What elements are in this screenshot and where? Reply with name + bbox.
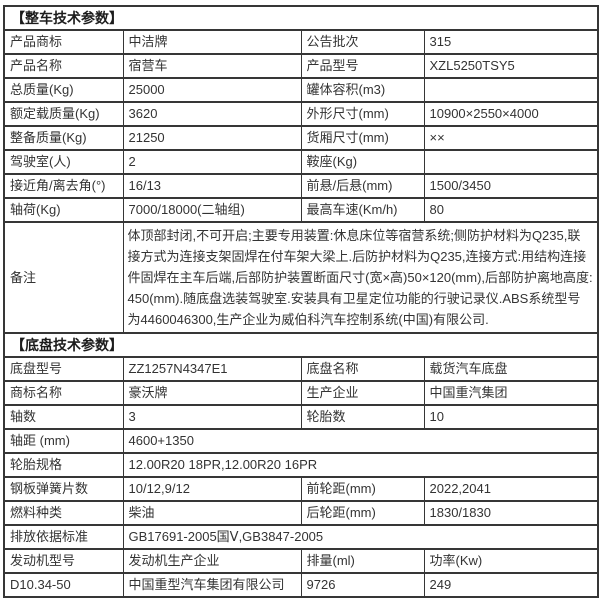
- param-label: 最高车速(Km/h): [300, 197, 425, 223]
- param-label: 功率(Kw): [423, 548, 599, 574]
- param-label: 底盘型号: [3, 356, 124, 382]
- param-label: 前轮距(mm): [300, 476, 425, 502]
- param-value: XZL5250TSY5: [423, 53, 599, 79]
- param-label: 燃料种类: [3, 500, 124, 526]
- param-label: 轴数: [3, 404, 124, 430]
- param-label: 外形尺寸(mm): [300, 101, 425, 127]
- section-header-row: 【底盘技术参数】: [3, 332, 599, 358]
- param-value: [423, 149, 599, 175]
- param-label: 产品商标: [3, 29, 124, 55]
- param-value: ZZ1257N4347E1: [122, 356, 302, 382]
- param-value: 中洁牌: [122, 29, 302, 55]
- param-value: 中国重型汽车集团有限公司: [122, 572, 302, 598]
- section-header-row: 【整车技术参数】: [3, 5, 599, 31]
- param-value: GB17691-2005国Ⅴ,GB3847-2005: [122, 524, 599, 550]
- param-label: 排量(ml): [300, 548, 425, 574]
- remark-row: 备注 体顶部封闭,不可开启;主要专用装置:休息床位等宿营系统;侧防护材料为Q23…: [3, 221, 599, 334]
- param-value: 2022,2041: [423, 476, 599, 502]
- table-row: 产品商标 中洁牌 公告批次 315: [3, 29, 599, 55]
- param-value: 9726: [300, 572, 425, 598]
- param-value: 10: [423, 404, 599, 430]
- param-label: 货厢尺寸(mm): [300, 125, 425, 151]
- param-label: 产品名称: [3, 53, 124, 79]
- param-value: D10.34-50: [3, 572, 124, 598]
- param-value: 12.00R20 18PR,12.00R20 16PR: [122, 452, 599, 478]
- param-value: 豪沃牌: [122, 380, 302, 406]
- param-label: 钢板弹簧片数: [3, 476, 124, 502]
- table-row: 排放依据标准 GB17691-2005国Ⅴ,GB3847-2005: [3, 524, 599, 550]
- param-label: 额定载质量(Kg): [3, 101, 124, 127]
- param-value: 25000: [122, 77, 302, 103]
- param-value: 7000/18000(二轴组): [122, 197, 302, 223]
- table-row: 总质量(Kg) 25000 罐体容积(m3): [3, 77, 599, 103]
- param-label: 罐体容积(m3): [300, 77, 425, 103]
- table-row: 轴荷(Kg) 7000/18000(二轴组) 最高车速(Km/h) 80: [3, 197, 599, 223]
- table-row: 整备质量(Kg) 21250 货厢尺寸(mm) ××: [3, 125, 599, 151]
- table-row: 底盘型号 ZZ1257N4347E1 底盘名称 载货汽车底盘: [3, 356, 599, 382]
- param-label: 前悬/后悬(mm): [300, 173, 425, 199]
- param-value: 2: [122, 149, 302, 175]
- chassis-section-title: 【底盘技术参数】: [3, 332, 599, 358]
- param-label: 产品型号: [300, 53, 425, 79]
- param-value: 宿营车: [122, 53, 302, 79]
- param-label: 底盘名称: [300, 356, 425, 382]
- param-label: 排放依据标准: [3, 524, 124, 550]
- param-label: 商标名称: [3, 380, 124, 406]
- param-value: 10/12,9/12: [122, 476, 302, 502]
- remark-label: 备注: [3, 221, 124, 334]
- table-row: 钢板弹簧片数 10/12,9/12 前轮距(mm) 2022,2041: [3, 476, 599, 502]
- table-row: 产品名称 宿营车 产品型号 XZL5250TSY5: [3, 53, 599, 79]
- vehicle-params-table: 【整车技术参数】 产品商标 中洁牌 公告批次 315 产品名称 宿营车 产品型号…: [3, 5, 599, 334]
- param-label: 轮胎规格: [3, 452, 124, 478]
- param-value: 3: [122, 404, 302, 430]
- param-value: 1500/3450: [423, 173, 599, 199]
- param-value: 10900×2550×4000: [423, 101, 599, 127]
- table-row: 轮胎规格 12.00R20 18PR,12.00R20 16PR: [3, 452, 599, 478]
- param-label: 生产企业: [300, 380, 425, 406]
- param-label: 发动机型号: [3, 548, 124, 574]
- param-value: 4600+1350: [122, 428, 599, 454]
- param-label: 鞍座(Kg): [300, 149, 425, 175]
- param-label: 轮胎数: [300, 404, 425, 430]
- table-row: 额定载质量(Kg) 3620 外形尺寸(mm) 10900×2550×4000: [3, 101, 599, 127]
- param-value: ××: [423, 125, 599, 151]
- engine-header-row: 发动机型号 发动机生产企业 排量(ml) 功率(Kw): [3, 548, 599, 574]
- engine-value-row: D10.34-50 中国重型汽车集团有限公司 9726 249: [3, 572, 599, 598]
- param-label: 驾驶室(人): [3, 149, 124, 175]
- table-row: 驾驶室(人) 2 鞍座(Kg): [3, 149, 599, 175]
- table-row: 商标名称 豪沃牌 生产企业 中国重汽集团: [3, 380, 599, 406]
- param-value: 16/13: [122, 173, 302, 199]
- remark-text: 体顶部封闭,不可开启;主要专用装置:休息床位等宿营系统;侧防护材料为Q235,联…: [122, 221, 599, 334]
- param-label: 接近角/离去角(°): [3, 173, 124, 199]
- param-label: 总质量(Kg): [3, 77, 124, 103]
- param-label: 整备质量(Kg): [3, 125, 124, 151]
- table-row: 接近角/离去角(°) 16/13 前悬/后悬(mm) 1500/3450: [3, 173, 599, 199]
- param-value: 载货汽车底盘: [423, 356, 599, 382]
- param-value: 3620: [122, 101, 302, 127]
- param-value: 80: [423, 197, 599, 223]
- param-label: 轴距 (mm): [3, 428, 124, 454]
- param-value: 249: [423, 572, 599, 598]
- param-value: 柴油: [122, 500, 302, 526]
- param-value: 315: [423, 29, 599, 55]
- param-label: 轴荷(Kg): [3, 197, 124, 223]
- param-label: 发动机生产企业: [122, 548, 302, 574]
- vehicle-section-title: 【整车技术参数】: [3, 5, 599, 31]
- param-value: [423, 77, 599, 103]
- param-value: 1830/1830: [423, 500, 599, 526]
- param-label: 公告批次: [300, 29, 425, 55]
- param-value: 中国重汽集团: [423, 380, 599, 406]
- table-row: 燃料种类 柴油 后轮距(mm) 1830/1830: [3, 500, 599, 526]
- table-row: 轴距 (mm) 4600+1350: [3, 428, 599, 454]
- chassis-params-table: 【底盘技术参数】 底盘型号 ZZ1257N4347E1 底盘名称 载货汽车底盘 …: [3, 332, 599, 598]
- table-row: 轴数 3 轮胎数 10: [3, 404, 599, 430]
- param-value: 21250: [122, 125, 302, 151]
- param-label: 后轮距(mm): [300, 500, 425, 526]
